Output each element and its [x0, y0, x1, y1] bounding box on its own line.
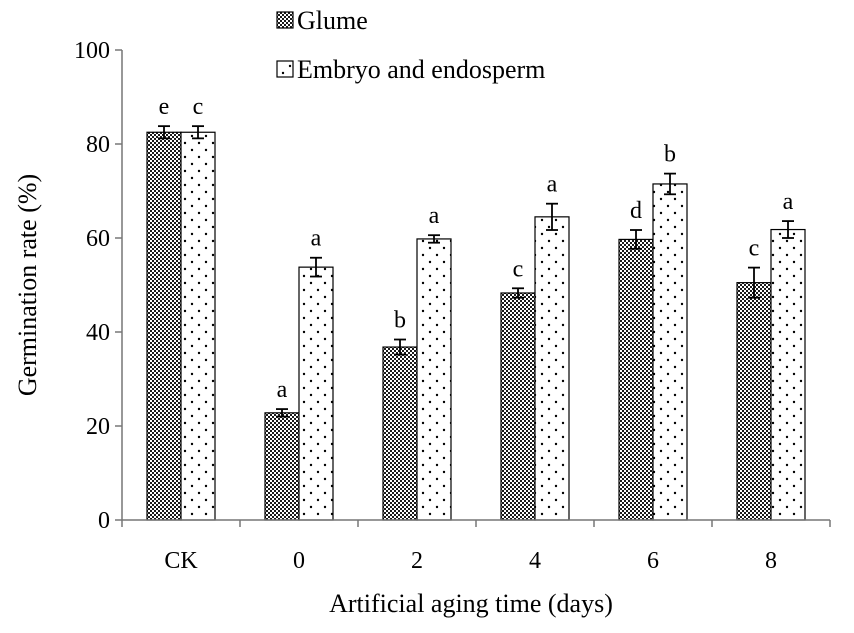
legend-label-glume: Glume — [297, 6, 368, 35]
bar-embryo — [534, 216, 570, 521]
significance-letter: e — [159, 94, 170, 120]
significance-letter: a — [783, 189, 794, 215]
x-axis-title: Artificial aging time (days) — [329, 589, 613, 618]
x-tick-label: 4 — [529, 548, 541, 574]
bar-glume — [618, 238, 654, 521]
bar-embryo — [652, 183, 688, 521]
legend-swatch-embryo — [276, 60, 294, 78]
bar-glume — [264, 412, 300, 521]
y-tick-label: 20 — [86, 414, 110, 440]
significance-letter: a — [429, 203, 440, 229]
bar-embryo — [298, 266, 334, 521]
significance-letter: b — [664, 142, 676, 168]
bar-glume — [736, 282, 772, 521]
bar-glume — [382, 346, 418, 521]
bar-glume — [500, 292, 536, 521]
y-tick-label: 60 — [86, 226, 110, 252]
legend: Glume Embryo and endosperm — [276, 6, 545, 84]
x-tick-label: 8 — [765, 548, 777, 574]
y-tick-label: 0 — [98, 508, 110, 534]
x-tick-label: 2 — [411, 548, 423, 574]
x-tick-label: CK — [164, 548, 198, 574]
significance-letter: c — [513, 256, 524, 282]
bar-embryo — [770, 228, 806, 521]
bar-glume — [146, 131, 182, 521]
bar-embryo — [416, 238, 452, 521]
significance-letter: a — [311, 226, 322, 252]
x-tick-label: 0 — [293, 548, 305, 574]
x-axis-ticks: CK 0 2 4 6 8 — [121, 520, 831, 574]
significance-letter: c — [193, 94, 204, 120]
significance-letter: d — [630, 198, 642, 224]
y-axis-title: Germination rate (%) — [13, 174, 42, 396]
y-tick-label: 40 — [86, 320, 110, 346]
significance-letter: c — [749, 236, 760, 262]
significance-letter: b — [394, 308, 406, 334]
x-tick-label: 6 — [647, 548, 659, 574]
legend-swatch-glume — [276, 11, 294, 29]
legend-label-embryo: Embryo and endosperm — [297, 55, 545, 84]
y-tick-label: 80 — [86, 132, 110, 158]
bars — [146, 131, 806, 521]
y-tick-label: 100 — [74, 38, 110, 64]
significance-letter: a — [277, 377, 288, 403]
y-axis-ticks: 0 20 40 60 80 100 — [74, 38, 122, 534]
significance-letter: a — [547, 172, 558, 198]
bar-embryo — [180, 131, 216, 521]
error-bars — [158, 125, 794, 418]
